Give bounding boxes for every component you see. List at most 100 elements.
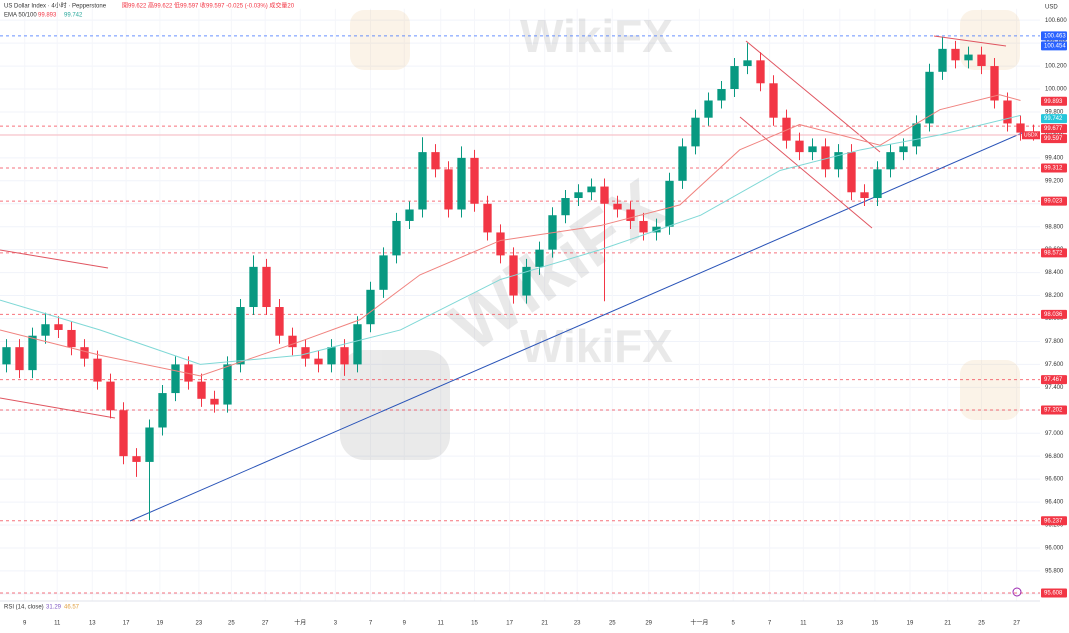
price-box-label: 99.597 bbox=[1044, 136, 1063, 142]
candle-body bbox=[93, 358, 102, 382]
price-box-bg bbox=[1041, 588, 1067, 598]
y-tick-label: 98.400 bbox=[1045, 270, 1064, 276]
y-tick-label: 97.800 bbox=[1045, 339, 1064, 345]
y-tick-label: 96.600 bbox=[1045, 477, 1064, 483]
candle-body bbox=[249, 266, 258, 308]
candle-body bbox=[340, 347, 349, 365]
drawings bbox=[0, 35, 1040, 522]
candle-body bbox=[210, 398, 219, 405]
x-tick-label: 25 bbox=[228, 621, 235, 627]
price-box-label: 99.742 bbox=[1044, 116, 1063, 122]
price-box: 98.572 bbox=[1041, 248, 1067, 258]
candle-body bbox=[483, 203, 492, 233]
candle-body bbox=[925, 71, 934, 124]
levels bbox=[0, 35, 1040, 594]
candle-body bbox=[717, 89, 726, 101]
candle-body bbox=[132, 456, 141, 462]
candle-body bbox=[1003, 100, 1012, 124]
candle-body bbox=[470, 157, 479, 204]
candle-body bbox=[67, 329, 76, 348]
candle-body bbox=[145, 427, 154, 462]
price-box-label: 96.237 bbox=[1044, 518, 1063, 524]
grid bbox=[0, 8, 1040, 601]
y-tick-label: 99.800 bbox=[1045, 110, 1064, 116]
candle-body bbox=[405, 209, 414, 221]
price-box-label: 97.202 bbox=[1044, 408, 1063, 414]
candle-body bbox=[418, 152, 427, 210]
candle-body bbox=[665, 180, 674, 227]
candle-body bbox=[444, 169, 453, 210]
x-tick-label: 15 bbox=[471, 621, 478, 627]
price-box-label: 99.677 bbox=[1044, 126, 1063, 132]
x-tick-label: 19 bbox=[157, 621, 164, 627]
x-tick-label: 11 bbox=[800, 621, 807, 627]
y-tick-label: 97.600 bbox=[1045, 362, 1064, 368]
candle-body bbox=[80, 347, 89, 359]
ema-line bbox=[0, 114, 1021, 365]
price-box: 99.597 bbox=[1041, 134, 1067, 144]
trend-line bbox=[129, 132, 1023, 522]
price-box-bg bbox=[1041, 516, 1067, 526]
price-box: 99.742 bbox=[1041, 114, 1067, 124]
candle-body bbox=[561, 198, 570, 216]
price-box: 100.463 bbox=[1041, 31, 1067, 41]
x-tick-label: 7 bbox=[768, 621, 772, 627]
candle-body bbox=[626, 209, 635, 221]
price-box: 99.677 bbox=[1041, 124, 1067, 134]
candle-body bbox=[158, 393, 167, 428]
candle-body bbox=[782, 117, 791, 141]
candle-body bbox=[678, 146, 687, 181]
candle-body bbox=[977, 54, 986, 67]
candle-body bbox=[821, 146, 830, 170]
channel-line bbox=[0, 249, 109, 269]
candle-body bbox=[587, 186, 596, 193]
candle-body bbox=[808, 146, 817, 153]
candle-body bbox=[288, 335, 297, 348]
y-tick-label: 96.200 bbox=[1045, 523, 1064, 529]
x-tick-label: 29 bbox=[645, 621, 652, 627]
price-box-label: 99.023 bbox=[1044, 199, 1063, 205]
price-box: 99.893 bbox=[1041, 96, 1067, 106]
candle-body bbox=[756, 60, 765, 84]
indicator-label: EMA 50/100 bbox=[4, 13, 37, 19]
x-tick-label: 3 bbox=[334, 621, 338, 627]
candle-body bbox=[522, 266, 531, 296]
candle-body bbox=[2, 347, 11, 365]
price-box-bg bbox=[1041, 248, 1067, 258]
price-box-bg bbox=[1041, 31, 1067, 41]
price-box-bg bbox=[1041, 124, 1067, 134]
price-box-label: 97.467 bbox=[1044, 377, 1063, 383]
candle-body bbox=[54, 324, 63, 330]
watermark-logo bbox=[960, 360, 1020, 420]
candle-body bbox=[691, 117, 700, 147]
candle-body bbox=[847, 152, 856, 193]
candle-body bbox=[366, 289, 375, 325]
rsi-value: 31.29 bbox=[46, 605, 62, 611]
x-tick-label: 7 bbox=[369, 621, 373, 627]
candle-body bbox=[223, 364, 232, 405]
x-tick-label: 15 bbox=[872, 621, 879, 627]
candle-body bbox=[457, 157, 466, 210]
x-tick-label: 11 bbox=[438, 621, 445, 627]
candle-body bbox=[353, 324, 362, 365]
price-box: 97.202 bbox=[1041, 405, 1067, 415]
price-box-label: 99.893 bbox=[1044, 99, 1063, 105]
price-box: 98.036 bbox=[1041, 309, 1067, 319]
candle-body bbox=[834, 152, 843, 170]
candle-body bbox=[535, 249, 544, 267]
candle-body bbox=[496, 232, 505, 256]
candle-body bbox=[327, 347, 336, 365]
x-tick-label: 11 bbox=[54, 621, 61, 627]
indicator-value: 99.893 bbox=[38, 13, 57, 19]
x-tick-label: 21 bbox=[944, 621, 951, 627]
candle-body bbox=[431, 152, 440, 170]
price-box: 95.608 bbox=[1041, 588, 1067, 598]
price-box-label: 98.036 bbox=[1044, 312, 1063, 318]
x-tick-label: 19 bbox=[907, 621, 914, 627]
y-tick-label: 100.600 bbox=[1045, 18, 1067, 24]
candle-body bbox=[236, 307, 245, 365]
y-tick-label: 97.400 bbox=[1045, 385, 1064, 391]
watermark-logo bbox=[350, 10, 410, 70]
